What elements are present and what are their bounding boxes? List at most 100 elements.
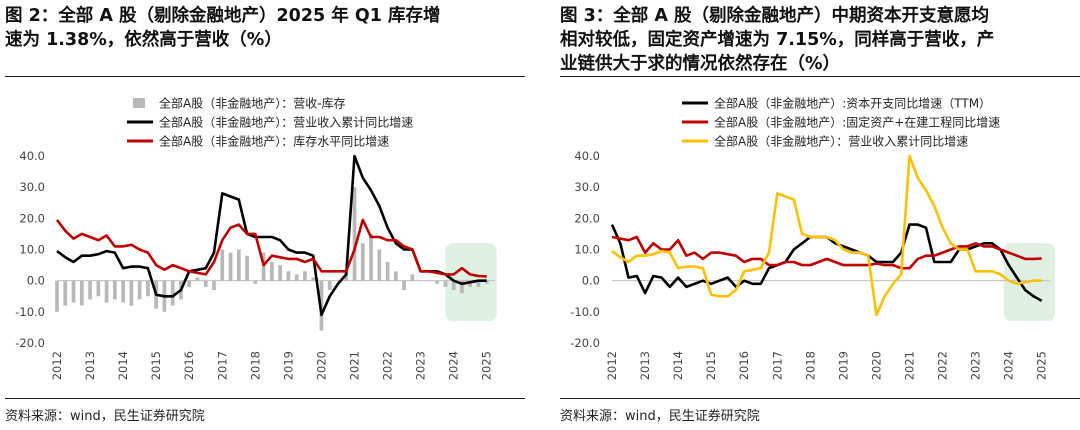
chart-title-line: 图 2：全部 A 股（剔除金融地产）2025 年 Q1 库存增 [5,6,441,26]
bar [228,252,233,281]
y-tick-label: -10.0 [570,305,600,319]
bar [377,249,382,281]
x-tick-label: 2021 [903,351,917,380]
bar [418,280,423,282]
bar [187,280,192,287]
source-divider [560,398,1080,399]
bar [261,252,266,281]
chart-panel-right: 图 3：全部 A 股（剔除金融地产）中期资本开支意愿均 相对较低，固定资产增速为… [560,0,1080,430]
bar [336,280,340,282]
bar [410,274,415,281]
bar [253,280,258,284]
series-line [55,218,487,278]
bar [327,280,332,291]
x-tick-label: 2015 [704,351,718,380]
x-tick-label: 2014 [116,351,130,380]
x-tick-label: 2021 [348,351,362,380]
chart-title-line: 速为 1.38%，依然高于营收（%） [5,30,282,50]
bar [303,271,307,281]
y-tick-label: -20.0 [15,336,45,350]
series-line [611,235,1042,270]
x-tick-label: 2013 [83,351,97,380]
x-tick-label: 2012 [50,351,64,380]
chart-right: 全部A股（非金融地产）:资本开支同比增速（TTM） 全部A股（非金融地产）:固定资… [570,96,1055,380]
x-tick-label: 2016 [182,351,196,380]
bar [236,249,241,281]
chart-title-line: 图 3：全部 A 股（剔除金融地产）中期资本开支意愿均 [560,6,989,26]
bar [294,274,299,281]
bar [129,280,134,306]
bar [484,280,489,284]
x-tick-label: 2017 [770,351,784,380]
title-divider [5,76,525,77]
bar [245,255,249,281]
bar [427,280,431,282]
source-note: 资料来源：wind，民生证券研究院 [560,409,760,424]
x-tick-label: 2022 [381,351,395,380]
x-tick-label: 2022 [936,351,950,380]
bar [270,261,274,281]
chart-panel-left: 图 2：全部 A 股（剔除金融地产）2025 年 Q1 库存增 速为 1.38%… [5,0,535,430]
y-tick-label: 10.0 [574,243,600,257]
bar [203,280,208,287]
bar [385,261,390,281]
bar [55,280,59,312]
x-tick-label: 2018 [803,351,817,380]
bar [88,280,92,300]
chart-title: 图 3：全部 A 股（剔除金融地产）中期资本开支意愿均 相对较低，固定资产增速为… [560,4,1080,76]
x-tick-label: 2020 [314,351,328,380]
x-tick-label: 2013 [638,351,652,380]
bar [121,280,125,303]
bar [460,280,464,294]
x-tick-label: 2016 [737,351,751,380]
y-tick-label: -10.0 [15,305,45,319]
chart-title-line: 业链供大于求的情况依然存在（%） [560,54,841,74]
bar [63,280,68,306]
y-tick-label: -20.0 [570,336,600,350]
y-tick-label: 10.0 [19,243,45,257]
bar [451,280,456,291]
bar [71,280,76,303]
bar [435,280,440,284]
chart-title: 图 2：全部 A 股（剔除金融地产）2025 年 Q1 库存增 速为 1.38%… [5,4,530,52]
bar [402,280,406,291]
x-tick-label: 2017 [215,351,229,380]
bar [278,265,282,281]
x-tick-label: 2019 [281,351,295,380]
bar [393,271,398,281]
bar [104,280,109,303]
x-tick-label: 2024 [447,351,461,380]
x-tick-label: 2024 [1002,351,1016,380]
bar [468,280,473,287]
legend-label: 全部A股（非金融地产）：库存水平同比增速 [159,134,389,149]
bar [96,280,101,297]
y-tick-label: 20.0 [19,211,45,225]
y-tick-label: 0.0 [582,274,600,288]
bar [112,280,117,300]
bar [79,280,84,306]
bar [360,243,365,281]
series-line [611,154,1042,317]
title-divider [560,76,1080,77]
y-tick-label: 0.0 [27,274,45,288]
y-tick-label: 40.0 [574,149,600,163]
bar [195,277,200,281]
y-tick-label: 40.0 [19,149,45,163]
x-tick-label: 2023 [969,351,983,380]
x-tick-label: 2025 [1035,351,1049,380]
chart-left: 全部A股（非金融地产）：营收-库存全部A股（非金融地产）：营业收入累计同比增速全… [15,96,497,380]
legend-label: 全部A股（非金融地产）:资本开支同比增速（TTM） [714,96,991,111]
y-tick-label: 30.0 [574,180,600,194]
bar [170,280,175,306]
legend-label: 全部A股（非金融地产）：营业收入累计同比增速 [159,115,413,130]
x-tick-label: 2020 [869,351,883,380]
bar [443,280,448,287]
legend-swatch [133,98,145,108]
bar [220,249,225,281]
bar [146,280,150,297]
source-divider [5,398,525,399]
x-tick-label: 2012 [605,351,619,380]
x-tick-label: 2019 [836,351,850,380]
source-note: 资料来源：wind，民生证券研究院 [5,409,205,424]
x-tick-label: 2015 [149,351,163,380]
